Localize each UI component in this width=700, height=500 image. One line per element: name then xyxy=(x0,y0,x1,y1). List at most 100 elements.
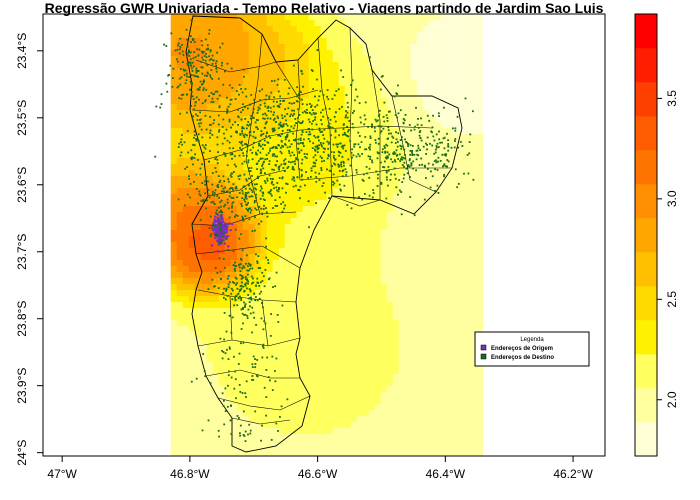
destination-point xyxy=(273,79,276,82)
raster-cell xyxy=(296,440,304,447)
raster-cell xyxy=(248,44,256,51)
raster-cell xyxy=(338,386,346,393)
raster-cell xyxy=(398,320,406,327)
raster-cell xyxy=(308,86,316,93)
raster-cell xyxy=(170,440,178,447)
raster-cell xyxy=(380,224,388,231)
raster-cell xyxy=(308,50,316,57)
raster-cell xyxy=(470,332,478,339)
raster-cell xyxy=(368,452,376,456)
raster-cell xyxy=(212,50,220,57)
raster-cell xyxy=(362,254,370,261)
destination-point xyxy=(291,178,294,181)
raster-cell xyxy=(194,446,202,453)
raster-cell xyxy=(338,80,346,87)
raster-cell xyxy=(446,74,454,81)
raster-cell xyxy=(410,434,418,441)
raster-cell xyxy=(218,80,226,87)
raster-cell xyxy=(182,122,190,129)
raster-cell xyxy=(308,152,316,159)
destination-point xyxy=(292,185,295,188)
raster-cell xyxy=(410,398,418,405)
destination-point xyxy=(177,42,180,45)
raster-cell xyxy=(458,302,466,309)
raster-cell xyxy=(416,440,424,447)
raster-cell xyxy=(374,116,382,123)
raster-cell xyxy=(356,380,364,387)
raster-cell xyxy=(296,338,304,345)
raster-cell xyxy=(386,236,394,243)
raster-cell xyxy=(302,242,310,249)
raster-cell xyxy=(458,356,466,363)
raster-cell xyxy=(254,98,262,105)
raster-cell xyxy=(212,434,220,441)
raster-cell xyxy=(350,218,358,225)
raster-cell xyxy=(440,386,448,393)
destination-point xyxy=(360,141,363,143)
raster-cell xyxy=(212,194,220,201)
raster-cell xyxy=(296,140,304,147)
raster-cell xyxy=(200,440,208,447)
raster-cell xyxy=(200,74,208,81)
raster-cell xyxy=(272,230,280,237)
raster-cell xyxy=(338,368,346,375)
raster-cell xyxy=(440,290,448,297)
destination-point xyxy=(256,183,258,186)
destination-point xyxy=(205,128,208,131)
raster-cell xyxy=(410,230,418,237)
destination-point xyxy=(327,153,330,156)
raster-cell xyxy=(452,110,460,117)
raster-cell xyxy=(458,104,466,111)
destination-point xyxy=(204,183,206,186)
raster-cell xyxy=(350,80,358,87)
destination-point xyxy=(208,32,210,35)
destination-point xyxy=(298,90,301,93)
raster-cell xyxy=(410,356,418,363)
raster-cell xyxy=(230,164,238,171)
raster-cell xyxy=(236,26,244,33)
raster-cell xyxy=(284,26,292,33)
raster-cell xyxy=(218,320,226,327)
destination-point xyxy=(282,167,285,169)
destination-point xyxy=(299,185,302,188)
raster-cell xyxy=(374,92,382,99)
raster-cell xyxy=(332,242,340,249)
destination-point xyxy=(347,130,349,133)
raster-cell xyxy=(254,308,262,315)
raster-cell xyxy=(380,20,388,27)
raster-cell xyxy=(452,272,460,279)
raster-cell xyxy=(428,14,436,21)
raster-cell xyxy=(338,110,346,117)
raster-cell xyxy=(362,104,370,111)
raster-cell xyxy=(440,404,448,411)
raster-cell xyxy=(452,362,460,369)
raster-cell xyxy=(452,440,460,447)
raster-cell xyxy=(422,308,430,315)
raster-cell xyxy=(170,398,178,405)
raster-cell xyxy=(314,122,322,129)
raster-cell xyxy=(218,302,226,309)
raster-cell xyxy=(170,404,178,411)
destination-point xyxy=(327,147,330,150)
raster-cell xyxy=(206,296,214,303)
raster-cell xyxy=(362,248,370,255)
district-boundary xyxy=(195,59,277,73)
destination-point xyxy=(327,126,330,129)
raster-cell xyxy=(320,272,328,279)
raster-cell xyxy=(410,134,418,141)
raster-cell xyxy=(332,428,340,435)
raster-cell xyxy=(266,170,274,177)
raster-cell xyxy=(386,332,394,339)
raster-cell xyxy=(464,278,472,285)
raster-cell xyxy=(278,398,286,405)
raster-cell xyxy=(290,272,298,279)
raster-cell xyxy=(458,62,466,69)
raster-cell xyxy=(362,56,370,63)
destination-point xyxy=(340,145,343,148)
raster-cell xyxy=(296,224,304,231)
raster-cell xyxy=(470,164,478,171)
raster-cell xyxy=(338,32,346,39)
raster-cell xyxy=(338,62,346,69)
raster-cell xyxy=(374,326,382,333)
raster-cell xyxy=(410,182,418,189)
